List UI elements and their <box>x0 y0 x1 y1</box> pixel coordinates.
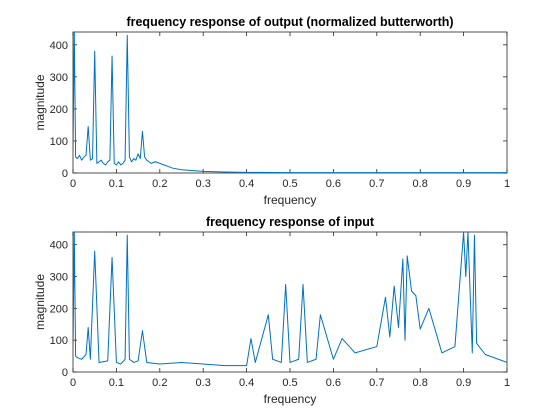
plot-area <box>72 31 508 174</box>
x-tick-label: 0.4 <box>239 178 254 190</box>
x-tick-label: 0.8 <box>413 377 428 389</box>
chart-1: frequency response of input 0 0.1 0.2 0.3 0.4… <box>33 215 510 406</box>
x-tick-label: 0.8 <box>413 178 428 190</box>
y-tick-label: 300 <box>50 72 68 84</box>
y-tick-label: 400 <box>50 240 68 252</box>
y-tick-label: 200 <box>50 303 68 315</box>
series-line <box>73 32 507 173</box>
x-tick-label: 0.7 <box>369 178 384 190</box>
x-tick-label: 0.3 <box>196 377 211 389</box>
x-tick-label: 0.3 <box>196 178 211 190</box>
x-tick-label: 0.4 <box>239 377 254 389</box>
x-tick-label: 0.1 <box>109 377 124 389</box>
x-tick-label: 1 <box>504 377 510 389</box>
y-tick-label: 100 <box>50 335 68 347</box>
series-line <box>73 232 507 367</box>
x-tick-label: 0.1 <box>109 178 124 190</box>
x-axis-label: frequency <box>264 392 317 406</box>
y-tick-label: 100 <box>50 136 68 148</box>
x-tick-label: 0.9 <box>456 377 471 389</box>
x-tick-label: 0.6 <box>326 377 341 389</box>
x-tick-label: 1 <box>504 178 510 190</box>
x-tick-label: 0.7 <box>369 377 384 389</box>
chart-title: frequency response of input <box>206 215 375 229</box>
x-tick-label: 0 <box>70 377 76 389</box>
x-tick-label: 0 <box>70 178 76 190</box>
y-axis-label: magnitude <box>33 74 47 130</box>
y-tick-label: 400 <box>50 40 68 52</box>
x-tick-label: 0.6 <box>326 178 341 190</box>
x-axis-label: frequency <box>264 193 317 207</box>
y-axis-label: magnitude <box>33 274 47 330</box>
y-tick-label: 0 <box>62 168 68 180</box>
chart-0: frequency response of output (normalized… <box>33 15 510 207</box>
x-tick-label: 0.5 <box>282 377 297 389</box>
x-tick-label: 0.5 <box>282 178 297 190</box>
y-tick-label: 300 <box>50 272 68 284</box>
x-tick-label: 0.2 <box>152 377 167 389</box>
x-tick-label: 0.2 <box>152 178 167 190</box>
y-tick-label: 0 <box>62 367 68 379</box>
y-tick-label: 200 <box>50 104 68 116</box>
chart-title: frequency response of output (normalized… <box>126 15 453 29</box>
x-tick-label: 0.9 <box>456 178 471 190</box>
plot-area <box>72 231 508 373</box>
